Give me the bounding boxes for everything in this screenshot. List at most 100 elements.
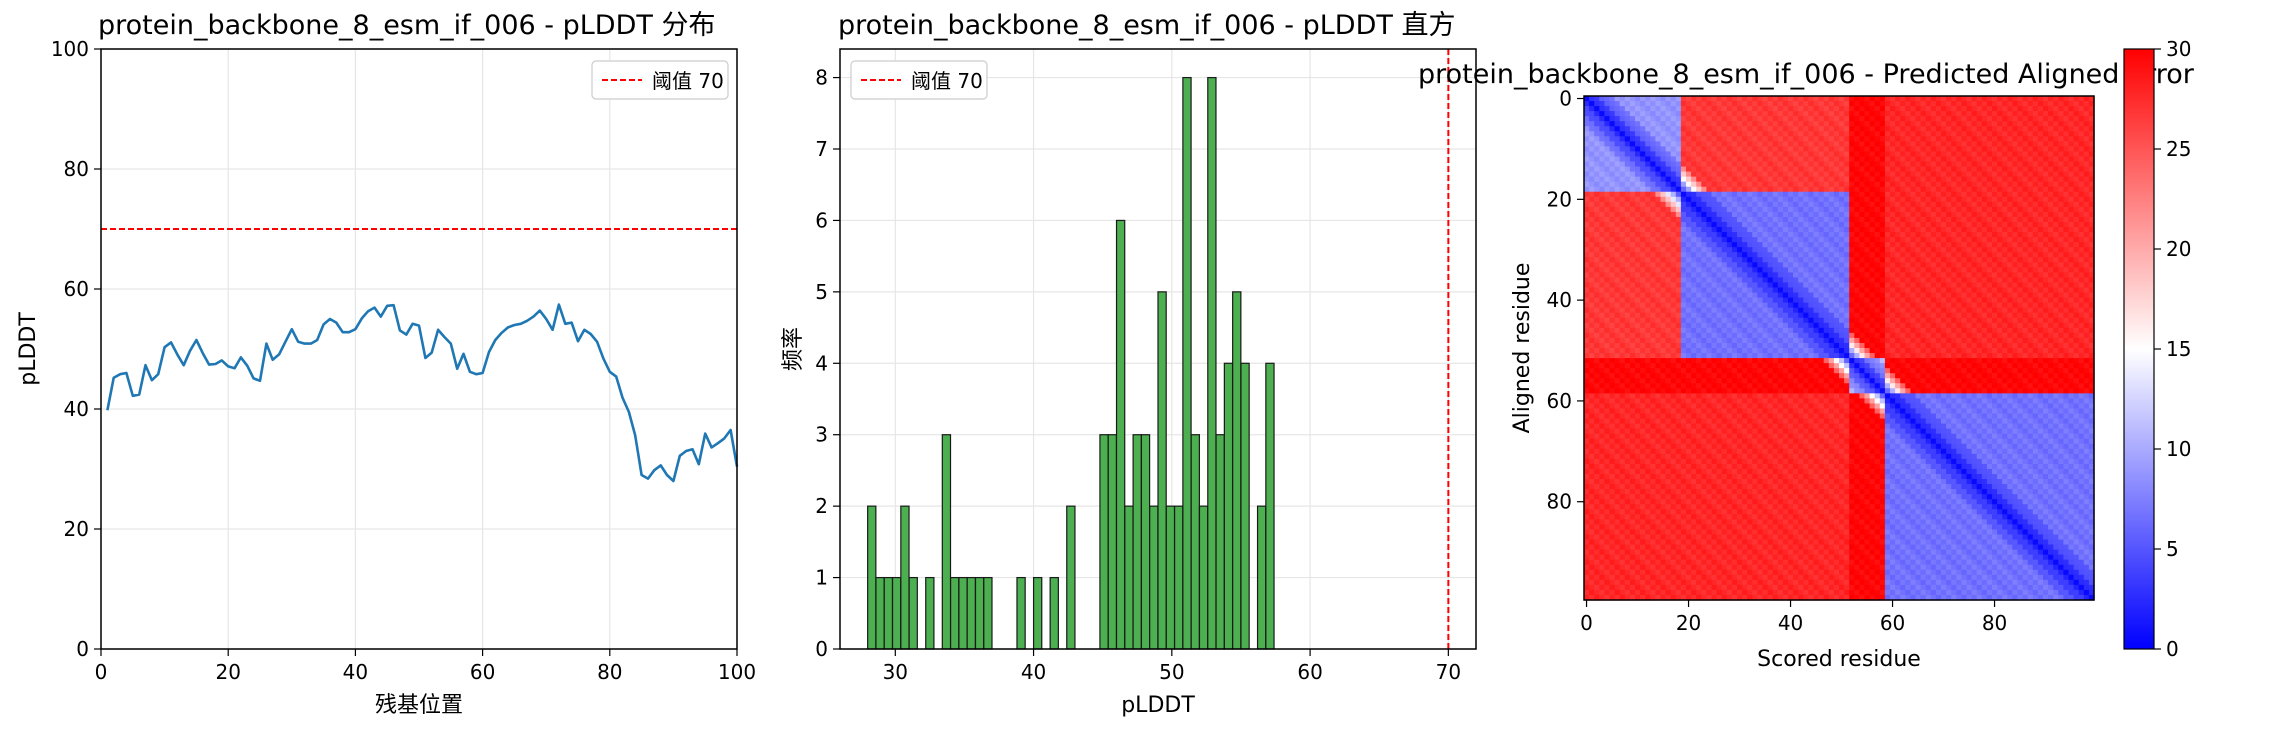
heatmap-cell bbox=[1961, 111, 1968, 117]
heatmap-cell bbox=[1833, 186, 1840, 193]
heatmap-cell bbox=[1956, 287, 1962, 294]
heatmap-cell bbox=[1589, 327, 1595, 334]
heatmap-cell bbox=[1981, 116, 1988, 122]
heatmap-cell bbox=[1920, 262, 1927, 268]
heatmap-cell bbox=[1701, 171, 1707, 178]
heatmap-cell bbox=[1701, 161, 1707, 168]
heatmap-cell bbox=[1823, 116, 1830, 122]
heatmap-cell bbox=[1971, 106, 1978, 112]
heatmap-cell bbox=[2083, 322, 2090, 329]
heatmap-cell bbox=[1874, 111, 1881, 117]
heatmap-cell bbox=[1941, 211, 1947, 218]
heatmap-cell bbox=[1757, 322, 1764, 329]
heatmap-cell bbox=[1828, 257, 1835, 263]
heatmap-cell bbox=[1925, 141, 1932, 147]
heatmap-cell bbox=[2017, 272, 2024, 279]
heatmap-cell bbox=[1823, 131, 1830, 137]
heatmap-cell bbox=[1839, 282, 1845, 289]
heatmap-cell bbox=[2037, 211, 2044, 218]
heatmap-cell bbox=[1981, 242, 1988, 248]
heatmap-cell bbox=[1884, 151, 1891, 158]
heatmap-cell bbox=[1884, 216, 1891, 223]
heatmap-cell bbox=[1665, 252, 1672, 258]
heatmap-cell bbox=[2053, 201, 2059, 208]
heatmap-cell bbox=[1757, 151, 1764, 158]
heatmap-cell bbox=[2007, 302, 2013, 309]
heatmap-cell bbox=[1599, 121, 1605, 127]
heatmap-cell bbox=[1844, 151, 1850, 158]
heatmap-cell bbox=[1691, 136, 1697, 142]
heatmap-cell bbox=[1696, 201, 1702, 208]
heatmap-cell bbox=[1833, 272, 1840, 279]
heatmap-cell bbox=[2048, 111, 2054, 117]
heatmap-cell bbox=[1686, 277, 1692, 284]
heatmap-cell bbox=[2032, 146, 2039, 153]
heatmap-cell bbox=[1956, 121, 1962, 127]
heatmap-cell bbox=[2022, 206, 2029, 213]
heatmap-cell bbox=[1594, 312, 1600, 319]
heatmap-cell bbox=[1854, 322, 1860, 329]
heatmap-cell bbox=[1670, 227, 1677, 233]
heatmap-cell bbox=[1696, 116, 1702, 122]
heatmap-cell bbox=[1655, 141, 1662, 147]
heatmap-cell bbox=[2078, 156, 2085, 163]
heatmap-cell bbox=[1757, 267, 1764, 273]
heatmap-cell bbox=[1624, 257, 1631, 263]
heatmap-cell bbox=[2007, 146, 2013, 153]
heatmap-cell bbox=[2048, 156, 2054, 163]
heatmap-cell bbox=[1818, 131, 1825, 137]
heatmap-cell bbox=[1624, 136, 1631, 142]
heatmap-cell bbox=[1645, 262, 1651, 268]
heatmap-cell bbox=[2058, 297, 2064, 304]
heatmap-cell bbox=[1808, 96, 1815, 102]
heatmap-cell bbox=[1869, 196, 1876, 203]
heatmap-cell bbox=[1584, 141, 1590, 147]
heatmap-cell bbox=[1905, 176, 1911, 183]
heatmap-cell bbox=[1721, 206, 1728, 213]
heatmap-cell bbox=[2027, 297, 2034, 304]
heatmap-cell bbox=[1925, 247, 1932, 253]
heatmap-cell bbox=[2043, 151, 2049, 158]
heatmap-cell bbox=[2007, 171, 2013, 178]
heatmap-cell bbox=[1879, 247, 1886, 253]
heatmap-cell bbox=[1706, 156, 1713, 163]
heatmap-cell bbox=[1961, 186, 1968, 193]
heatmap-cell bbox=[1808, 317, 1815, 324]
heatmap-cell bbox=[1895, 267, 1901, 273]
heatmap-cell bbox=[1798, 101, 1804, 107]
heatmap-cell bbox=[2088, 151, 2095, 158]
heatmap-cell bbox=[1767, 121, 1774, 127]
heatmap-cell bbox=[1665, 96, 1672, 102]
heatmap-cell bbox=[2012, 106, 2019, 112]
heatmap-cell bbox=[1839, 136, 1845, 142]
heatmap-cell bbox=[1624, 222, 1631, 228]
heatmap-cell bbox=[1992, 277, 1998, 284]
heatmap-cell bbox=[2037, 146, 2044, 153]
heatmap-cell bbox=[1997, 141, 2003, 147]
heatmap-cell bbox=[1665, 222, 1672, 228]
heatmap-cell bbox=[2007, 282, 2013, 289]
heatmap-cell bbox=[1624, 337, 1631, 344]
heatmap-cell bbox=[1721, 277, 1728, 284]
heatmap-cell bbox=[1997, 96, 2003, 102]
heatmap-cell bbox=[2037, 166, 2044, 173]
heatmap-cell bbox=[1629, 216, 1636, 223]
heatmap-cell bbox=[1884, 141, 1891, 147]
heatmap-cell bbox=[1752, 272, 1758, 279]
heatmap-cell bbox=[1930, 146, 1937, 153]
heatmap-cell bbox=[1997, 277, 2003, 284]
heatmap-cell bbox=[1844, 317, 1850, 324]
heatmap-cell bbox=[1884, 186, 1891, 193]
heatmap-cell bbox=[1711, 146, 1718, 153]
heatmap-cell bbox=[1854, 121, 1860, 127]
heatmap-cell bbox=[2037, 227, 2044, 233]
heatmap-cell bbox=[1849, 141, 1855, 147]
heatmap-cell bbox=[1890, 262, 1896, 268]
heatmap-cell bbox=[1915, 151, 1922, 158]
heatmap-cell bbox=[1604, 166, 1611, 173]
heatmap-cell bbox=[1629, 247, 1636, 253]
heatmap-cell bbox=[1946, 126, 1952, 132]
heatmap-cell bbox=[1793, 211, 1799, 218]
heatmap-cell bbox=[1711, 211, 1718, 218]
heatmap-cell bbox=[1946, 181, 1952, 188]
